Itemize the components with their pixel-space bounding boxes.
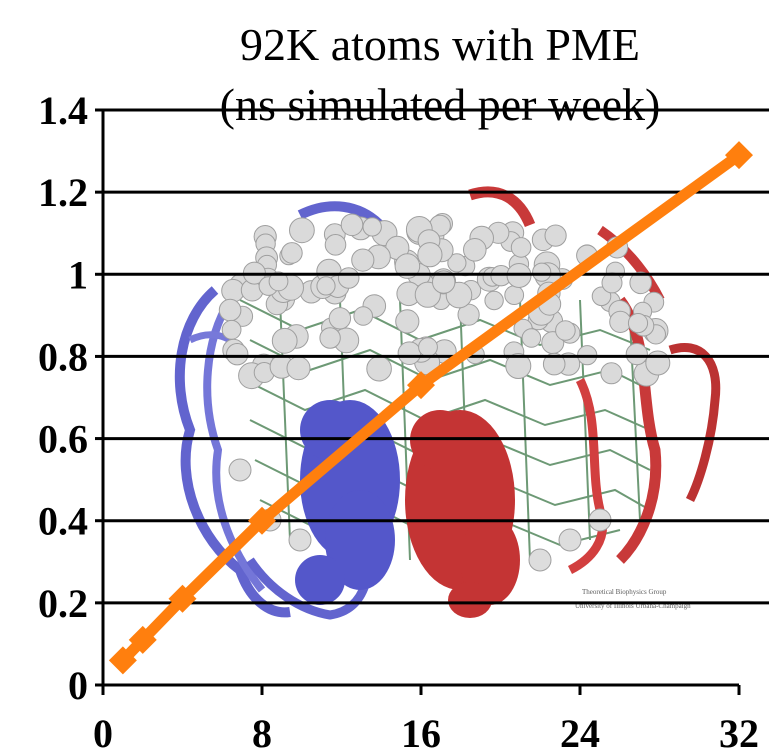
grey-sphere xyxy=(521,328,542,348)
watermark-line2: University of Illinois Urbana-Champaign xyxy=(575,602,691,610)
grey-sphere xyxy=(600,362,623,385)
y-tick-label: 1.2 xyxy=(38,170,88,215)
grid-lines xyxy=(103,108,769,605)
grey-sphere xyxy=(288,528,312,552)
grey-sphere xyxy=(601,272,623,294)
grey-sphere xyxy=(504,285,525,306)
grey-sphere xyxy=(337,267,360,289)
grey-sphere xyxy=(226,343,249,366)
data-point xyxy=(725,141,753,170)
grey-sphere xyxy=(528,548,552,572)
y-tick-label: 0.6 xyxy=(38,417,88,462)
grey-sphere xyxy=(271,327,298,354)
y-tick-label: 0.4 xyxy=(38,499,88,544)
chart-title: 92K atoms with PME xyxy=(240,19,640,70)
grey-sphere xyxy=(286,356,311,381)
grey-sphere xyxy=(289,217,315,244)
grey-sphere xyxy=(362,217,382,237)
grey-sphere xyxy=(324,234,347,256)
grey-sphere xyxy=(432,270,456,294)
grey-sphere xyxy=(417,242,443,268)
protein-molecule-image: Theoretical Biophysics Group University … xyxy=(174,186,721,620)
grey-sphere xyxy=(645,350,671,376)
chart-subtitle: (ns simulated per week) xyxy=(220,79,661,130)
grey-sphere xyxy=(340,213,364,237)
grey-sphere xyxy=(463,238,487,262)
x-tick-label: 8 xyxy=(252,711,272,756)
grey-sphere xyxy=(268,271,289,292)
x-tick-label: 24 xyxy=(560,711,600,756)
grey-sphere xyxy=(218,298,242,322)
y-tick-label: 0 xyxy=(68,663,88,708)
grey-sphere xyxy=(609,310,632,333)
grey-sphere xyxy=(532,262,552,282)
y-tick-label: 1.4 xyxy=(38,88,88,133)
x-tick-label: 0 xyxy=(93,711,113,756)
grey-sphere xyxy=(484,290,504,311)
grey-sphere xyxy=(395,309,420,334)
x-axis-ticks: 0 8 16 24 32 xyxy=(93,685,759,756)
data-point xyxy=(128,625,157,654)
grey-sphere xyxy=(319,327,341,349)
grey-sphere xyxy=(281,242,303,264)
y-tick-label: 0.8 xyxy=(38,334,88,379)
y-axis-ticks: 0 0.2 0.4 0.6 0.8 1 1.2 1.4 xyxy=(38,88,103,708)
grey-sphere xyxy=(510,237,532,258)
grey-sphere xyxy=(627,313,649,334)
data-point xyxy=(108,646,137,675)
grey-sphere xyxy=(625,343,648,366)
grey-sphere xyxy=(629,271,653,295)
grey-sphere xyxy=(558,528,582,552)
watermark-line1: Theoretical Biophysics Group xyxy=(582,588,667,596)
grey-sphere xyxy=(228,458,252,482)
grey-sphere xyxy=(591,286,612,307)
blue-sphere-cluster xyxy=(295,400,400,605)
data-series xyxy=(108,141,753,675)
x-tick-label: 32 xyxy=(719,711,759,756)
grey-sphere xyxy=(328,307,352,330)
grey-sphere xyxy=(353,306,374,326)
grey-sphere xyxy=(447,253,467,273)
grey-sphere xyxy=(544,224,567,247)
grey-sphere xyxy=(397,341,422,366)
x-tick-label: 16 xyxy=(401,711,441,756)
data-point xyxy=(407,371,435,400)
red-sphere-cluster xyxy=(405,410,520,618)
grey-sphere xyxy=(394,253,421,279)
grey-sphere xyxy=(555,320,576,341)
grey-sphere xyxy=(418,337,438,358)
y-tick-label: 1 xyxy=(68,252,88,297)
grey-sphere xyxy=(351,248,375,272)
grey-sphere xyxy=(542,352,566,376)
data-point xyxy=(248,506,276,535)
grey-sphere xyxy=(505,353,532,379)
grey-sphere xyxy=(316,276,336,296)
grey-sphere xyxy=(366,355,392,382)
grey-sphere xyxy=(221,319,242,340)
y-tick-label: 0.2 xyxy=(38,581,88,626)
data-point xyxy=(168,584,197,613)
